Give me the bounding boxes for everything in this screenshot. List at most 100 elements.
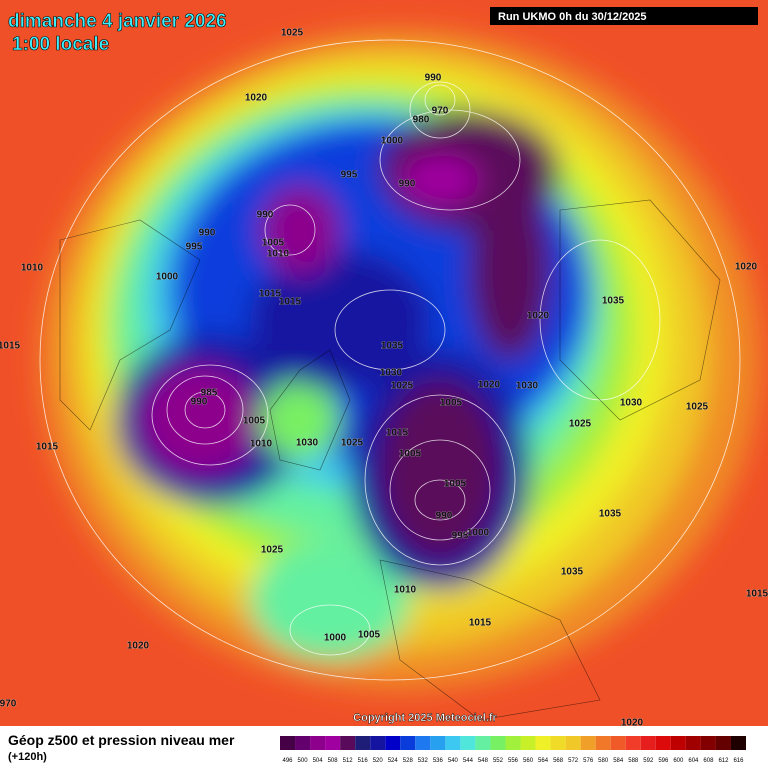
isobar-label: 1025 [686, 402, 709, 413]
colorbar-swatch [385, 736, 401, 750]
colorbar-swatch [505, 736, 521, 750]
isobar-label: 1015 [746, 589, 768, 600]
colorbar-swatch [475, 736, 491, 750]
colorbar-swatch [310, 736, 326, 750]
colorbar-label: 520 [373, 758, 384, 764]
isobar-label: 1000 [156, 272, 179, 283]
colorbar-swatch [445, 736, 461, 750]
time-label: 1:00 locale [12, 34, 109, 55]
colorbar-label: 544 [463, 758, 474, 764]
isobar-label: 970 [432, 106, 449, 117]
colorbar-label: 516 [358, 758, 369, 764]
colorbar-label: 524 [388, 758, 399, 764]
isobar-label: 1035 [602, 296, 625, 307]
colorbar-swatch [670, 736, 686, 750]
colorbar-swatch [535, 736, 551, 750]
run-box [490, 7, 758, 25]
colorbar-label: 560 [523, 758, 534, 764]
colorbar-swatch [490, 736, 506, 750]
isobar-label: 995 [341, 170, 358, 181]
map-field [0, 0, 768, 726]
isobar-label: 990 [436, 511, 453, 522]
colorbar-label: 584 [613, 758, 624, 764]
colorbar: 496 500 504 508 512 516 520 524 528 532 536 540 544 5… [280, 736, 746, 764]
isobar-label: 1015 [36, 442, 59, 453]
colorbar-swatch [610, 736, 626, 750]
colorbar-swatch [655, 736, 671, 750]
isobar-label: 1025 [261, 545, 284, 556]
colorbar-label: 612 [718, 758, 729, 764]
isobar-label: 1010 [21, 263, 44, 274]
colorbar-swatch [400, 736, 416, 750]
isobar-label: 1025 [281, 28, 304, 39]
colorbar-label: 604 [688, 758, 699, 764]
isobar-label: 985 [201, 388, 218, 399]
colorbar-swatch [370, 736, 386, 750]
isobar-label: 1025 [569, 419, 592, 430]
isobar-label: 980 [413, 115, 430, 126]
legend-title: Géop z500 et pression niveau mer [8, 732, 235, 748]
isobar-label: 1025 [391, 381, 414, 392]
isobar-label: 1005 [444, 479, 467, 490]
colorbar-swatch [460, 736, 476, 750]
isobar-label: 1020 [245, 93, 268, 104]
isobar-label: 990 [191, 397, 208, 408]
isobar-label: 1020 [527, 311, 550, 322]
isobar-label: 995 [186, 242, 203, 253]
isobar-label: 1035 [381, 341, 404, 352]
isobar-label: 990 [425, 73, 442, 84]
coastlines [59, 199, 721, 721]
colorbar-label: 564 [538, 758, 549, 764]
colorbar-label: 508 [328, 758, 339, 764]
colorbar-swatch [715, 736, 731, 750]
colorbar-swatch [640, 736, 656, 750]
colorbar-swatch [685, 736, 701, 750]
colorbar-swatch [325, 736, 341, 750]
colorbar-label: 596 [658, 758, 669, 764]
isobar-label: 1005 [358, 630, 381, 641]
isobar-label: 1005 [243, 416, 266, 427]
colorbar-swatch [730, 736, 746, 750]
isobar-label: 1000 [381, 136, 404, 147]
isobar-label: 1030 [516, 381, 539, 392]
isobar-label: 1020 [127, 641, 150, 652]
isobar-label: 1025 [341, 438, 364, 449]
colorbar-label: 568 [553, 758, 564, 764]
colorbar-swatch [700, 736, 716, 750]
run-label: Run UKMO 0h du 30/12/2025 [498, 11, 647, 23]
colorbar-swatch [520, 736, 536, 750]
colorbar-swatch [565, 736, 581, 750]
colorbar-label: 532 [418, 758, 429, 764]
colorbar-swatch [295, 736, 311, 750]
colorbar-swatch [595, 736, 611, 750]
colorbar-swatch [550, 736, 566, 750]
isobar-label: 1015 [259, 289, 282, 300]
isobar-label: 1030 [296, 438, 319, 449]
colorbar-label: 616 [733, 758, 744, 764]
colorbar-swatch [580, 736, 596, 750]
legend-lead: (+120h) [8, 751, 47, 763]
isobar-label: 1035 [599, 509, 622, 520]
isobar-label: 995 [452, 531, 469, 542]
colorbar-swatch [355, 736, 371, 750]
isobar-label: 1000 [324, 633, 347, 644]
isobar-label: 1010 [394, 585, 417, 596]
colorbar-label: 504 [313, 758, 324, 764]
isobar-label: 1005 [262, 238, 285, 249]
isobar-label: 990 [399, 179, 416, 190]
colorbar-label: 496 [283, 758, 294, 764]
copyright: Copyright 2025 Meteociel.fr [353, 712, 497, 724]
isobar-label: 1020 [478, 380, 501, 391]
isobar-label: 1005 [440, 398, 463, 409]
colorbar-label: 608 [703, 758, 714, 764]
isobar-label: 1015 [469, 618, 492, 629]
isobar-label: 1030 [380, 368, 403, 379]
colorbar-label: 536 [433, 758, 444, 764]
colorbar-label: 588 [628, 758, 639, 764]
colorbar-label: 528 [403, 758, 414, 764]
date-label: dimanche 4 janvier 2026 [8, 11, 227, 32]
isobar-label: 1020 [735, 262, 758, 273]
